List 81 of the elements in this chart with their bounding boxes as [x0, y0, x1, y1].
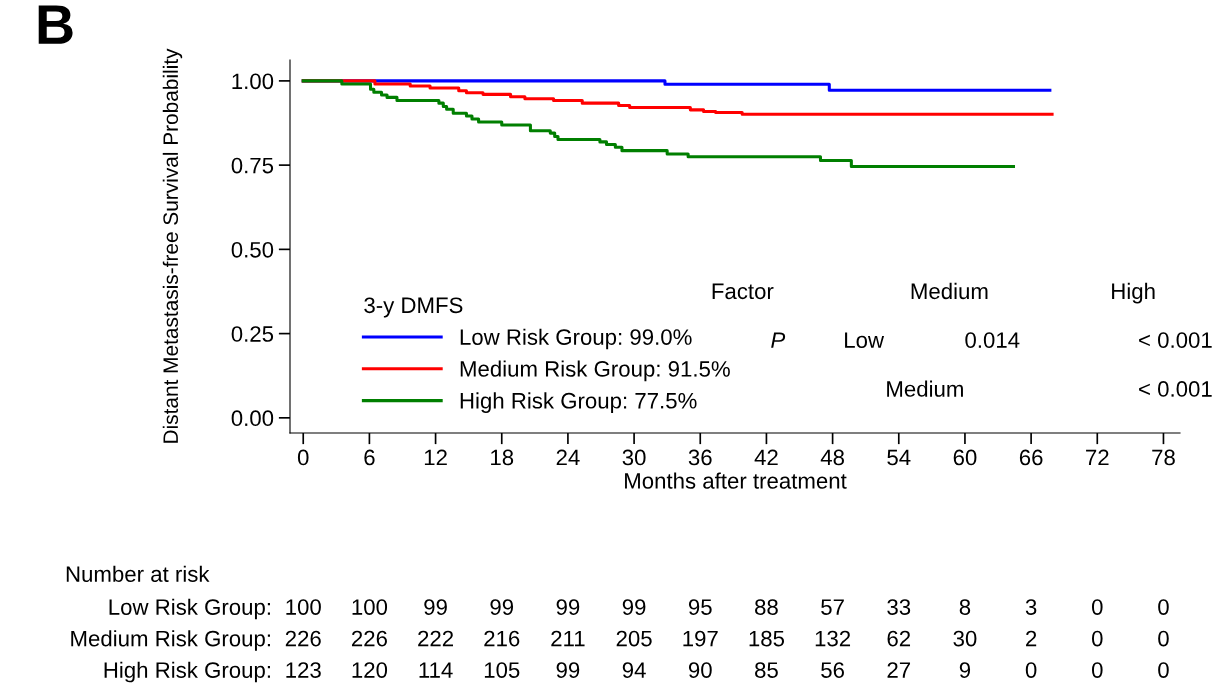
text: 197 [683, 630, 718, 647]
x-tick-label: 54 [887, 449, 911, 466]
annotation: < 0.001 [1139, 332, 1212, 348]
text: 57 [821, 599, 844, 615]
text: 120 [352, 662, 388, 678]
text: 205 [616, 630, 652, 647]
y-tick-label: 0.25 [231, 326, 274, 342]
text: 27 [887, 662, 911, 678]
text: High Risk Group: [104, 661, 270, 683]
text: 99 [556, 599, 580, 615]
text: 99 [622, 599, 646, 615]
text: Low Risk Group: [109, 598, 270, 620]
x-tick-label: 36 [688, 449, 712, 466]
text: 2 [1026, 630, 1037, 647]
text: 8 [959, 599, 971, 615]
x-tick-label: 60 [953, 449, 977, 466]
annotation: Medium [911, 282, 988, 300]
y-tick-label: 0.50 [231, 241, 274, 258]
text: 123 [286, 662, 321, 678]
text: 3 [1025, 599, 1037, 615]
annotation: 0.014 [965, 332, 1020, 348]
text: 105 [484, 662, 520, 678]
text: 62 [887, 630, 911, 647]
legend-label: Low Risk Group: 99.0% [460, 328, 692, 350]
text: 33 [887, 599, 911, 615]
x-tick-label: 24 [556, 449, 580, 466]
annotation: Low [845, 332, 885, 348]
text: 226 [351, 630, 387, 647]
annotation: Medium [887, 380, 963, 397]
y-tick-label: 1.00 [232, 73, 274, 90]
text: 56 [821, 662, 844, 678]
text: B [38, 5, 73, 44]
text: 99 [424, 599, 447, 615]
annotation: High [1112, 282, 1155, 304]
x-tick-label: 30 [622, 449, 646, 466]
annotation: P [771, 332, 786, 348]
x-tick-label: 78 [1152, 449, 1175, 466]
legend-label: High Risk Group: 77.5% [460, 392, 697, 413]
annotation: < 0.001 [1139, 381, 1212, 397]
x-tick-label: 42 [754, 449, 778, 466]
x-tick-label: 12 [424, 449, 447, 466]
text: 100 [352, 599, 388, 615]
text: 0 [1091, 630, 1103, 647]
text: 0 [1158, 630, 1169, 647]
text: 99 [490, 599, 514, 615]
text: 0 [1091, 599, 1103, 615]
text: 94 [622, 662, 646, 678]
text: 30 [953, 630, 977, 647]
text: 95 [688, 599, 712, 615]
text: 0 [1158, 662, 1169, 678]
x-tick-label: 72 [1086, 449, 1109, 466]
text: 132 [815, 630, 851, 647]
text: 85 [755, 662, 778, 678]
text: Number at risk [66, 565, 210, 582]
x-tick-label: 0 [297, 449, 309, 466]
text: 88 [755, 599, 778, 615]
text: 90 [688, 662, 712, 678]
y-tick-label: 0.00 [231, 410, 274, 427]
text: 185 [749, 630, 785, 647]
text: 0 [1091, 662, 1103, 678]
text: 226 [285, 630, 321, 647]
x-tick-label: 66 [1019, 449, 1043, 466]
text: 0 [1025, 662, 1037, 678]
x-axis-title: Months after treatment [625, 472, 847, 489]
text: Medium Risk Group: [71, 630, 270, 651]
text: 9 [959, 662, 971, 678]
y-axis-title: Distant Metastasis-free Survival Probability [162, 48, 183, 443]
x-tick-label: 6 [364, 449, 375, 466]
legend-title: 3-y DMFS [364, 297, 463, 318]
text: 0 [1158, 599, 1169, 615]
x-tick-label: 48 [820, 449, 844, 466]
text: 211 [551, 630, 585, 647]
text: 216 [484, 630, 520, 647]
text: 100 [286, 599, 321, 615]
text: 222 [418, 630, 453, 647]
x-tick-label: 18 [491, 449, 514, 466]
legend-label: Medium Risk Group: 91.5% [460, 360, 730, 382]
text: 114 [419, 662, 453, 678]
annotation: Factor [712, 283, 774, 300]
text: 99 [556, 662, 580, 678]
y-tick-label: 0.75 [231, 157, 274, 174]
